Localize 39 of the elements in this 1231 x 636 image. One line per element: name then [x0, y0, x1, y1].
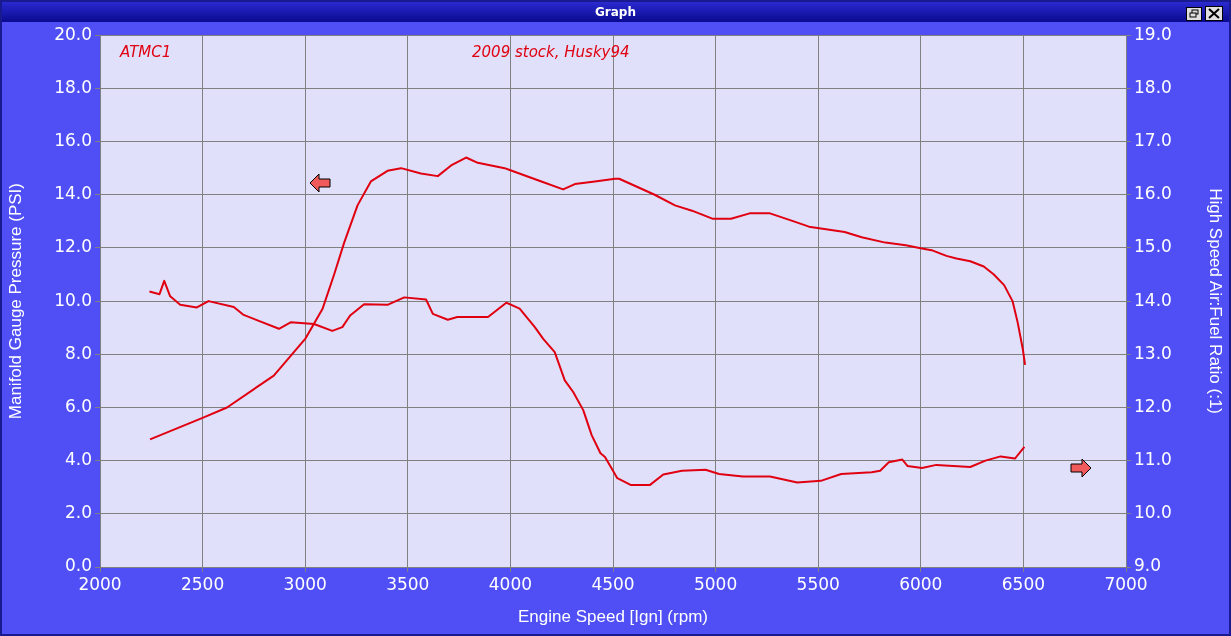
y-tick-label: 2.0: [64, 502, 92, 523]
annotation: 2009 stock, Husky94: [472, 42, 630, 61]
x-tick-label: 5000: [693, 573, 738, 594]
y-tick-label: 20.0: [54, 23, 92, 44]
x-tick-label: 3500: [386, 573, 430, 594]
x-tick-label: 6500: [1001, 573, 1046, 594]
y-tick-label: 16.0: [54, 129, 92, 150]
y-tick-label: 14.0: [54, 183, 92, 204]
x-tick-label: 4500: [591, 573, 635, 594]
y2-tick-label: 15.0: [1134, 236, 1172, 257]
y-tick-label: 6.0: [64, 395, 92, 416]
y2-tick-label: 14.0: [1134, 289, 1172, 310]
y-tick-label: 10.0: [54, 289, 92, 310]
y-tick-label: 4.0: [64, 449, 92, 470]
y2-tick-label: 19.0: [1134, 23, 1172, 44]
annotation: ATMC1: [119, 42, 172, 61]
x-tick-label: 2500: [180, 573, 225, 594]
y2-tick-label: 17.0: [1134, 129, 1172, 150]
y2-tick-label: 9.0: [1134, 555, 1162, 576]
y-tick-label: 18.0: [54, 76, 92, 97]
x-tick-label: 5500: [796, 573, 840, 594]
y-tick-label: 0.0: [64, 555, 92, 576]
chart-title: Graph: [2, 2, 1229, 22]
x-tick-label: 2000: [78, 573, 122, 594]
y2-tick-label: 18.0: [1134, 76, 1172, 97]
y-tick-label: 12.0: [54, 236, 92, 257]
y2-axis-title: High Speed Air:Fuel Ratio (:1): [1206, 188, 1226, 415]
y-tick-label: 8.0: [64, 342, 92, 363]
y-axis-title: Manifold Gauge Pressure (PSI): [5, 182, 25, 420]
x-tick-label: 6000: [899, 573, 943, 594]
x-tick-label: 7000: [1104, 573, 1148, 594]
y2-tick-label: 10.0: [1134, 502, 1172, 523]
y2-tick-label: 11.0: [1134, 449, 1172, 470]
x-tick-label: 4000: [488, 573, 533, 594]
x-tick-label: 3000: [283, 573, 327, 594]
y2-tick-label: 12.0: [1134, 395, 1172, 416]
x-axis-title: Engine Speed [Ign] (rpm): [518, 607, 708, 627]
y2-tick-label: 16.0: [1134, 183, 1172, 204]
y2-tick-label: 13.0: [1134, 342, 1172, 363]
